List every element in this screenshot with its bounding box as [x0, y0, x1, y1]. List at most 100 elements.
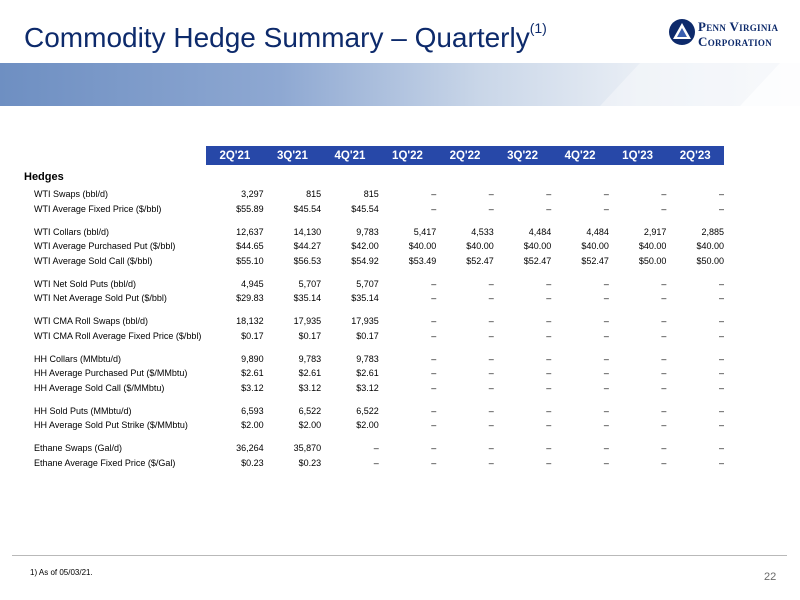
triangle-logo-icon — [669, 19, 695, 45]
row-label: WTI CMA Roll Average Fixed Price ($/bbl) — [34, 330, 202, 341]
table-cell: – — [718, 382, 724, 393]
table-cell: $3.12 — [298, 382, 322, 393]
table-cell: – — [431, 189, 437, 200]
table-cell: – — [488, 443, 494, 454]
table-cell: – — [488, 189, 494, 200]
table-cell: – — [431, 405, 437, 416]
table-cell: – — [546, 382, 552, 393]
table-cell: 2,885 — [701, 226, 724, 237]
table-cell: 4,533 — [471, 226, 494, 237]
table-cell: – — [488, 353, 494, 364]
table-cell: – — [603, 316, 609, 327]
table-cell: $0.23 — [298, 457, 322, 468]
spacer-row — [24, 216, 724, 225]
table-cell: 815 — [306, 189, 322, 200]
table-cell: – — [546, 203, 552, 214]
table-header-row: 2Q'21 3Q'21 4Q'21 1Q'22 2Q'22 3Q'22 4Q'22 1Q'23… — [24, 146, 724, 165]
title-footnote-marker: (1) — [529, 19, 547, 36]
table-cell: – — [661, 203, 667, 214]
column-header: 2Q'22 — [436, 146, 494, 165]
table-cell: $55.89 — [236, 203, 264, 214]
hedge-table-container: 2Q'21 3Q'21 4Q'21 1Q'22 2Q'22 3Q'22 4Q'22 1Q'23… — [24, 146, 724, 470]
logo-line2: Corporation — [698, 34, 773, 49]
table-cell: $2.00 — [298, 420, 322, 431]
table-cell: – — [603, 368, 609, 379]
column-header: 2Q'21 — [206, 146, 264, 165]
table-cell: – — [488, 457, 494, 468]
table-cell: $40.00 — [466, 241, 494, 252]
table-cell: – — [718, 457, 724, 468]
logo-line1: Penn Virginia — [698, 19, 779, 34]
table-row: HH Collars (MMbtu/d) 9,890 9,783 9,783 – – – – –… — [24, 352, 724, 367]
table-cell: $53.49 — [408, 255, 437, 266]
table-cell: $2.00 — [356, 420, 379, 431]
row-label: HH Collars (MMbtu/d) — [34, 353, 122, 364]
table-row: WTI CMA Roll Average Fixed Price ($/bbl)… — [24, 329, 724, 344]
table-cell: $0.17 — [241, 330, 264, 341]
table-cell: – — [603, 189, 609, 200]
row-label: HH Average Sold Call ($/MMbtu) — [34, 382, 165, 393]
table-cell: $40.00 — [523, 241, 552, 252]
table-cell: – — [431, 457, 437, 468]
row-label: HH Average Sold Put Strike ($/MMbtu) — [34, 420, 188, 431]
table-cell: – — [488, 405, 494, 416]
table-row: HH Average Purchased Put ($/MMbtu) $2.61 $… — [24, 366, 724, 381]
company-logo: Penn Virginia Corporation — [668, 18, 790, 54]
table-cell: $44.27 — [293, 241, 322, 252]
table-cell: $2.61 — [241, 368, 264, 379]
table-cell: – — [603, 443, 609, 454]
table-cell: – — [603, 457, 609, 468]
row-label: HH Average Purchased Put ($/MMbtu) — [34, 368, 188, 379]
table-cell: 6,522 — [298, 405, 322, 416]
table-cell: 17,935 — [351, 316, 379, 327]
table-cell: 9,783 — [356, 226, 379, 237]
table-cell: – — [661, 278, 667, 289]
table-cell: – — [603, 382, 609, 393]
section-heading: Hedges — [24, 171, 64, 183]
table-cell: – — [661, 443, 667, 454]
table-cell: $35.14 — [351, 293, 379, 304]
table-cell: $2.61 — [298, 368, 322, 379]
table-cell: 815 — [363, 189, 379, 200]
table-cell: – — [718, 316, 724, 327]
table-cell: 17,935 — [293, 316, 322, 327]
table-cell: – — [661, 293, 667, 304]
table-cell: – — [431, 203, 437, 214]
table-cell: – — [431, 330, 437, 341]
table-cell: 4,484 — [586, 226, 609, 237]
table-cell: – — [661, 316, 667, 327]
table-cell: – — [546, 405, 552, 416]
table-cell: – — [488, 368, 494, 379]
slide-title: Commodity Hedge Summary – Quarterly(1) — [24, 19, 547, 54]
table-row: Ethane Swaps (Gal/d) 36,264 35,870 – – – – – – – — [24, 441, 724, 456]
table-cell: – — [661, 382, 667, 393]
table-cell: $0.17 — [356, 330, 379, 341]
table-cell: – — [546, 293, 552, 304]
table-cell: $45.54 — [293, 203, 322, 214]
table-cell: 18,132 — [236, 316, 264, 327]
row-label: WTI Average Sold Call ($/bbl) — [34, 255, 153, 266]
table-cell: – — [603, 203, 609, 214]
column-header: 4Q'22 — [551, 146, 609, 165]
table-cell: $54.92 — [351, 255, 379, 266]
table-cell: – — [546, 457, 552, 468]
table-cell: $29.83 — [236, 293, 264, 304]
table-cell: – — [661, 457, 667, 468]
table-cell: – — [546, 189, 552, 200]
table-cell: – — [488, 382, 494, 393]
table-row: WTI CMA Roll Swaps (bbl/d) 18,132 17,935 17… — [24, 314, 724, 329]
table-row: WTI Net Sold Puts (bbl/d) 4,945 5,707 5,707… — [24, 277, 724, 292]
table-cell: – — [718, 368, 724, 379]
column-header: 1Q'23 — [608, 146, 667, 165]
table-cell: $2.61 — [356, 368, 379, 379]
table-cell: – — [718, 330, 724, 341]
table-cell: $40.00 — [638, 241, 667, 252]
table-row: HH Average Sold Call ($/MMbtu) $3.12 $3.12… — [24, 381, 724, 396]
spacer-row — [24, 395, 724, 404]
table-cell: – — [546, 368, 552, 379]
section-row: Hedges — [24, 165, 724, 187]
table-cell: $0.23 — [241, 457, 264, 468]
table-row: WTI Collars (bbl/d) 12,637 14,130 9,783 5,41… — [24, 225, 724, 240]
table-cell: – — [431, 368, 437, 379]
table-cell: $52.47 — [466, 255, 494, 266]
